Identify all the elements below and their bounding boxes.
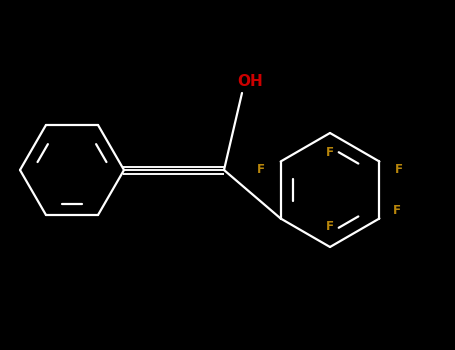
Text: F: F [394,204,401,217]
Text: F: F [326,147,334,160]
Text: OH: OH [237,75,263,90]
Text: F: F [257,163,265,176]
Text: F: F [326,220,334,233]
Text: F: F [395,163,404,176]
